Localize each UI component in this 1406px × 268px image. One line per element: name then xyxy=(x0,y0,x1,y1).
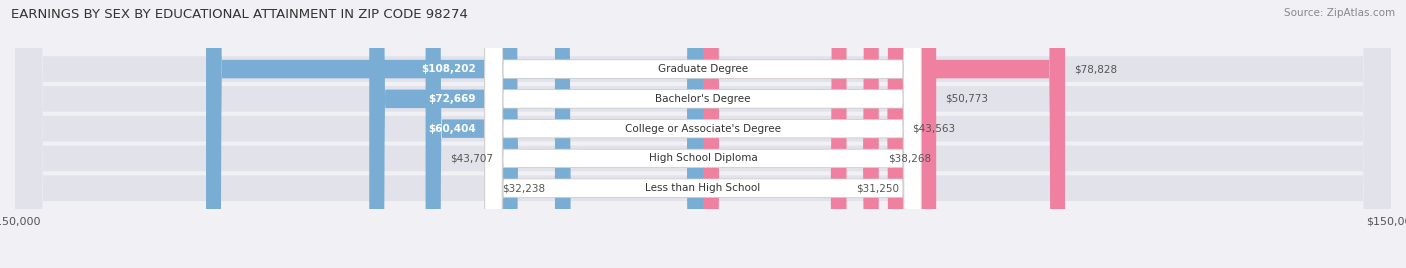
Text: $38,268: $38,268 xyxy=(889,153,931,163)
FancyBboxPatch shape xyxy=(703,0,879,268)
FancyBboxPatch shape xyxy=(485,0,921,268)
FancyBboxPatch shape xyxy=(485,0,921,268)
FancyBboxPatch shape xyxy=(703,0,846,268)
FancyBboxPatch shape xyxy=(485,0,921,268)
Text: $43,563: $43,563 xyxy=(912,124,956,134)
Text: $50,773: $50,773 xyxy=(945,94,988,104)
FancyBboxPatch shape xyxy=(15,0,1391,268)
Text: Source: ZipAtlas.com: Source: ZipAtlas.com xyxy=(1284,8,1395,18)
FancyBboxPatch shape xyxy=(703,0,1066,268)
Text: $78,828: $78,828 xyxy=(1074,64,1118,74)
FancyBboxPatch shape xyxy=(370,0,703,268)
Text: EARNINGS BY SEX BY EDUCATIONAL ATTAINMENT IN ZIP CODE 98274: EARNINGS BY SEX BY EDUCATIONAL ATTAINMEN… xyxy=(11,8,468,21)
Text: $60,404: $60,404 xyxy=(427,124,475,134)
FancyBboxPatch shape xyxy=(485,0,921,268)
FancyBboxPatch shape xyxy=(485,0,921,268)
FancyBboxPatch shape xyxy=(15,0,1391,268)
Text: Graduate Degree: Graduate Degree xyxy=(658,64,748,74)
Text: $72,669: $72,669 xyxy=(429,94,475,104)
FancyBboxPatch shape xyxy=(15,0,1391,268)
FancyBboxPatch shape xyxy=(426,0,703,268)
Text: $108,202: $108,202 xyxy=(420,64,475,74)
Text: $43,707: $43,707 xyxy=(450,153,494,163)
FancyBboxPatch shape xyxy=(207,0,703,268)
FancyBboxPatch shape xyxy=(15,0,1391,268)
FancyBboxPatch shape xyxy=(502,0,703,268)
FancyBboxPatch shape xyxy=(15,0,1391,268)
FancyBboxPatch shape xyxy=(703,0,936,268)
Text: College or Associate's Degree: College or Associate's Degree xyxy=(626,124,780,134)
Text: Bachelor's Degree: Bachelor's Degree xyxy=(655,94,751,104)
Text: High School Diploma: High School Diploma xyxy=(648,153,758,163)
Text: $31,250: $31,250 xyxy=(856,183,898,193)
Text: $32,238: $32,238 xyxy=(502,183,546,193)
Text: Less than High School: Less than High School xyxy=(645,183,761,193)
FancyBboxPatch shape xyxy=(703,0,903,268)
FancyBboxPatch shape xyxy=(555,0,703,268)
